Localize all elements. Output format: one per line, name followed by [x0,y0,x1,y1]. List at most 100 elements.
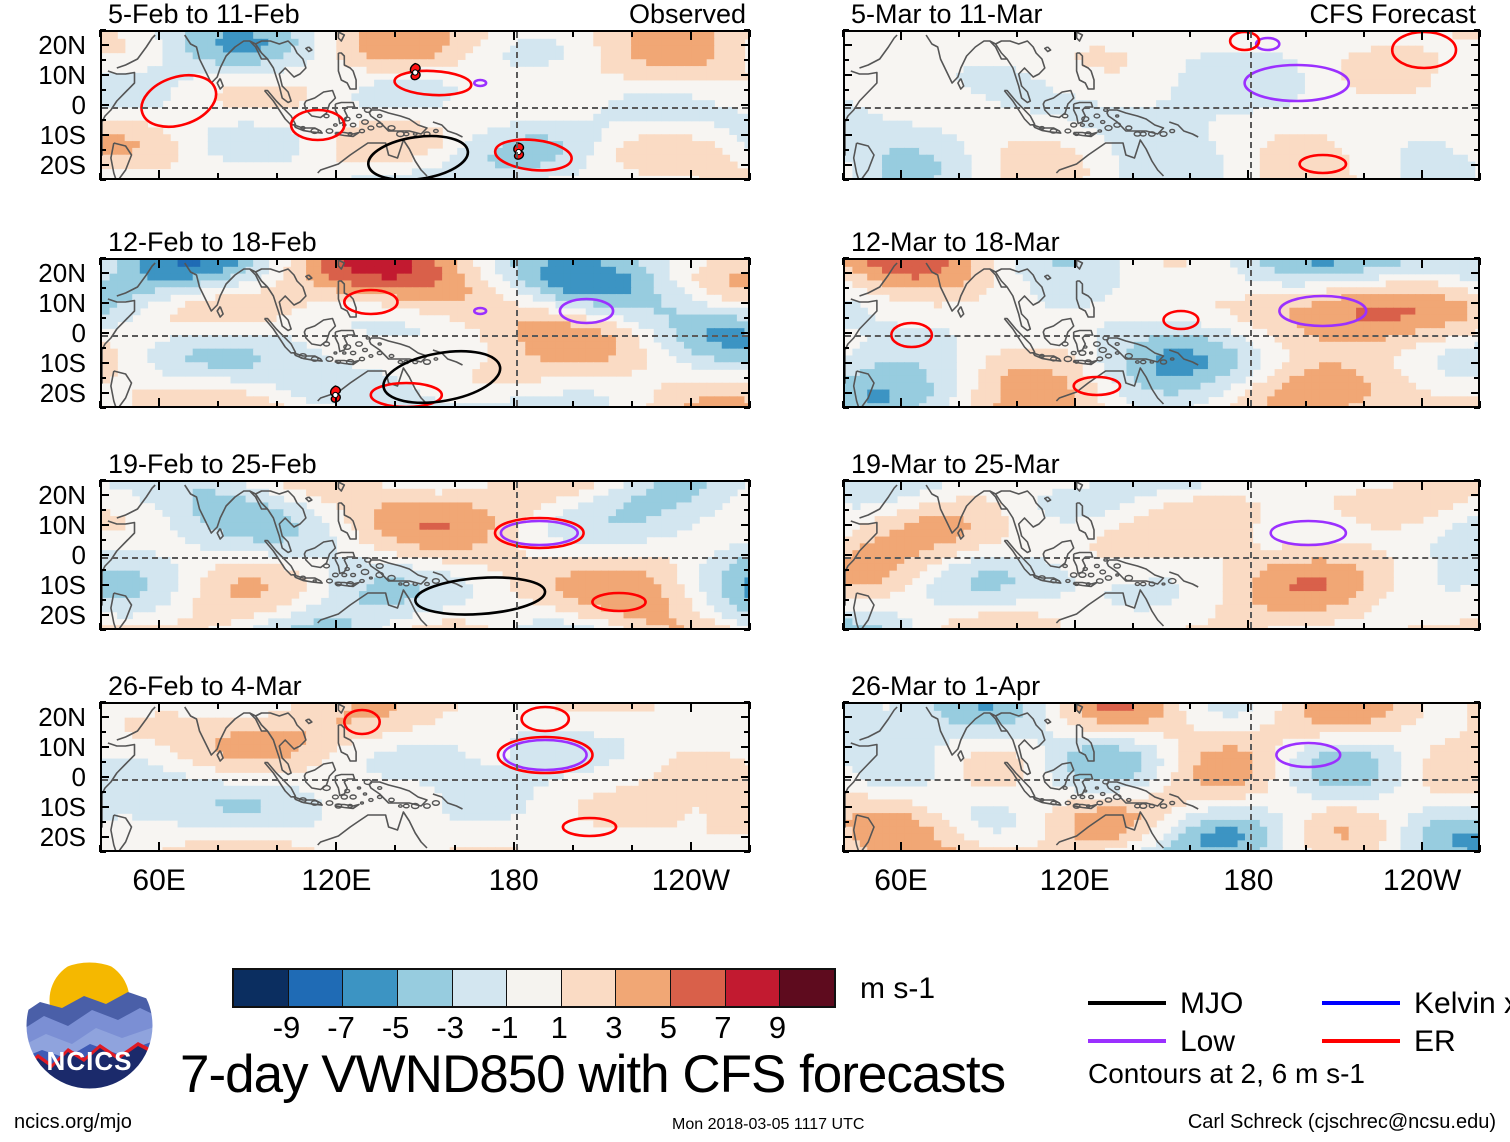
footer-timestamp: Mon 2018-03-05 1117 UTC [672,1116,865,1133]
lon-tick [749,30,751,37]
lat-tick [843,89,849,91]
coastlines [845,260,1199,406]
x-tick-label: 180 [1223,864,1274,897]
footer-site-link[interactable]: ncics.org/mjo [14,1111,132,1133]
lat-tick [744,599,750,601]
lon-tick [217,845,220,852]
lat-tick [741,584,750,586]
lat-tick [100,272,109,274]
lon-tick [99,30,101,37]
lon-tick [1189,173,1192,180]
contour-note: Contours at 2, 6 m s-1 [1088,1058,1366,1089]
lat-tick [1474,821,1480,823]
lat-tick [744,29,750,31]
lat-tick [100,791,106,793]
lon-tick [335,170,338,180]
lat-tick [100,74,109,76]
lon-tick [1305,173,1308,180]
lon-tick [689,702,692,712]
lon-tick [1305,258,1308,265]
y-tick-label: 0 [71,90,86,120]
lon-tick [335,842,338,852]
lat-tick [100,29,106,31]
lon-tick [1131,845,1134,852]
lon-tick [1189,702,1192,709]
lon-tick [1247,842,1250,852]
y-tick-label: 10S [39,570,86,600]
lon-tick [749,258,751,265]
lon-tick [571,258,574,265]
y-tick-label: 20S [39,150,86,180]
lat-tick [843,494,852,496]
lon-tick [1189,845,1192,852]
map-panel-left-1 [100,30,750,180]
lat-tick [843,599,849,601]
lon-tick [217,30,220,37]
island-dots [298,778,441,810]
lat-tick [1474,479,1480,481]
colorbar-tick-label: 7 [714,1010,732,1045]
lat-tick [744,317,750,319]
panel-field [845,32,1478,178]
lat-tick [843,791,849,793]
lon-tick [1131,702,1134,709]
lat-tick [1471,806,1480,808]
lat-tick [744,731,750,733]
lon-tick [957,173,960,180]
lon-tick [842,258,844,265]
coastlines [845,482,1199,628]
lat-tick [843,257,849,259]
y-tick-label: 20S [39,600,86,630]
lon-tick [899,398,902,408]
lat-tick [744,629,750,631]
lat-tick [744,569,750,571]
legend-swatch-kelvin-x2 [1322,1001,1400,1005]
y-tick-label: 10N [38,732,86,762]
lon-tick [749,401,751,408]
lon-tick [899,258,902,268]
lat-tick [1474,377,1480,379]
dateline-marker [515,32,518,178]
wave-contours [1269,519,1348,547]
lat-tick [100,332,109,334]
coastlines [845,32,1199,178]
lon-tick [276,401,279,408]
lon-tick [99,480,101,487]
lon-tick [957,401,960,408]
lat-tick [741,836,750,838]
lat-tick [1474,179,1480,181]
y-tick-label: 0 [71,318,86,348]
lon-tick [276,702,279,709]
lon-tick [1363,623,1366,630]
panel-title-right-4: 26-Mar to 1-Apr [851,671,1041,701]
equator-line [845,107,1478,109]
lon-tick [630,258,633,265]
panel-field [102,260,748,406]
lon-tick [1247,702,1250,712]
lon-tick [394,401,397,408]
lon-tick [394,30,397,37]
y-tick-label: 10S [39,792,86,822]
lat-tick [843,524,852,526]
lon-tick [453,480,456,487]
lon-tick [158,170,161,180]
map-panel-right-1 [843,30,1480,180]
column-header-left: Observed [628,0,746,29]
lat-tick [1471,74,1480,76]
lat-tick [100,59,106,61]
lat-tick [1471,302,1480,304]
lon-tick [1015,845,1018,852]
panel-title-left-1: 5-Feb to 11-Feb [108,0,300,29]
lat-tick [1474,761,1480,763]
y-tick-label: 10S [39,120,86,150]
lat-tick [843,362,852,364]
lat-tick [843,332,852,334]
lon-tick [630,845,633,852]
lat-tick [100,836,109,838]
lat-tick [843,806,852,808]
lat-tick [741,614,750,616]
y-tick-label: 20N [38,258,86,288]
lon-tick [217,401,220,408]
lon-tick [394,702,397,709]
lat-tick [744,59,750,61]
